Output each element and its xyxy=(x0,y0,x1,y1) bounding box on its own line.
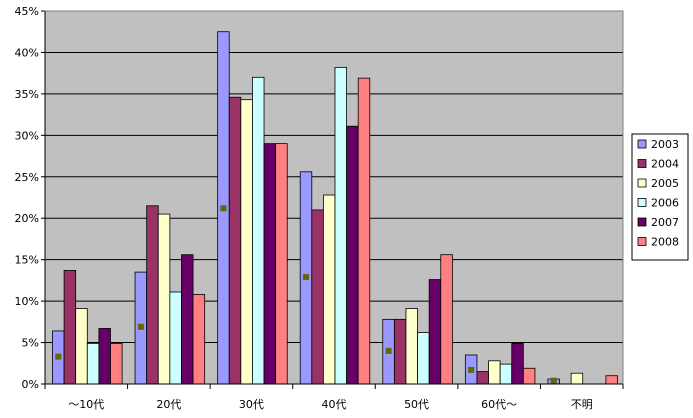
marker-point xyxy=(220,205,227,212)
bar-2004-4 xyxy=(393,318,407,385)
y-tick-label: 20% xyxy=(15,212,39,225)
x-tick-label: 30代 xyxy=(239,398,264,411)
bar-2005-1 xyxy=(157,213,171,385)
bar-2007-3 xyxy=(346,125,359,385)
bar-2008-4 xyxy=(440,254,453,385)
marker-point xyxy=(55,353,62,360)
plot-area: 0% 5% 10% 15% 20% 25% 30% 35% 40% 45% 〜10代 20代 30代 40… xyxy=(15,5,624,411)
legend-label: 2005 xyxy=(651,177,679,190)
legend-swatch-2005 xyxy=(637,178,647,188)
legend-label: 2007 xyxy=(651,216,679,229)
bar-2007-2 xyxy=(263,143,277,385)
marker-point xyxy=(137,323,144,330)
marker-point xyxy=(550,377,557,384)
bar-2008-1 xyxy=(192,294,206,385)
bar-2004-1 xyxy=(146,205,159,385)
y-tick-label: 30% xyxy=(15,129,39,142)
marker-point xyxy=(303,274,309,281)
legend-swatch-2004 xyxy=(637,159,647,168)
bar-2006-5 xyxy=(499,363,513,385)
bar-2006-0 xyxy=(86,342,100,385)
bar-2004-0 xyxy=(63,270,77,385)
bar-2005-3 xyxy=(322,194,336,385)
bar-2008-2 xyxy=(275,143,288,385)
bar-2007-1 xyxy=(181,254,194,385)
x-tick-label: 50代 xyxy=(404,398,429,411)
y-tick-label: 25% xyxy=(15,171,39,184)
legend-label: 2008 xyxy=(651,236,679,249)
bar-2005-4 xyxy=(405,308,418,385)
legend-label: 2004 xyxy=(651,158,679,171)
y-tick-label: 10% xyxy=(15,295,39,308)
legend-label: 2006 xyxy=(651,197,679,210)
bar-2005-5 xyxy=(488,360,501,385)
legend-label: 2003 xyxy=(651,138,679,151)
bar-2005-0 xyxy=(75,308,88,385)
y-tick-label: 15% xyxy=(15,254,39,267)
x-tick-label: 〜10代 xyxy=(68,398,104,411)
bar-2007-0 xyxy=(98,328,111,385)
bar-2006-2 xyxy=(252,76,265,385)
bar-2005-6 xyxy=(570,372,584,385)
bar-2007-4 xyxy=(428,279,442,385)
bar-2006-3 xyxy=(334,66,348,385)
legend-swatch-2006 xyxy=(637,198,647,207)
y-tick-label: 45% xyxy=(15,5,39,18)
bar-2006-1 xyxy=(169,291,182,385)
legend-swatch-2007 xyxy=(637,217,647,227)
x-tick-label: 60代〜 xyxy=(481,398,517,411)
bar-2004-3 xyxy=(311,209,324,385)
x-tick-label: 不明 xyxy=(571,398,593,411)
bar-2006-4 xyxy=(417,332,430,385)
y-tick-label: 40% xyxy=(15,46,39,59)
marker-point xyxy=(385,347,392,354)
y-tick-label: 35% xyxy=(15,88,39,101)
bar-2004-5 xyxy=(476,371,489,385)
bar-2008-5 xyxy=(522,367,536,385)
legend: 2003 2004 2005 2006 2007 2008 xyxy=(631,133,689,261)
bar-2005-2 xyxy=(240,99,253,385)
marker-point xyxy=(468,366,475,373)
x-tick-label: 40代 xyxy=(322,398,347,411)
legend-swatch-2008 xyxy=(637,237,647,246)
y-tick-label: 0% xyxy=(22,378,39,391)
bar-2008-6 xyxy=(605,375,618,385)
bar-2004-2 xyxy=(228,96,242,385)
bar-2008-0 xyxy=(110,342,123,385)
y-tick-label: 5% xyxy=(22,337,39,350)
bar-2007-5 xyxy=(511,342,524,385)
legend-swatch-2003 xyxy=(637,139,647,149)
x-tick-label: 20代 xyxy=(156,398,181,411)
bar-2008-3 xyxy=(357,77,371,385)
